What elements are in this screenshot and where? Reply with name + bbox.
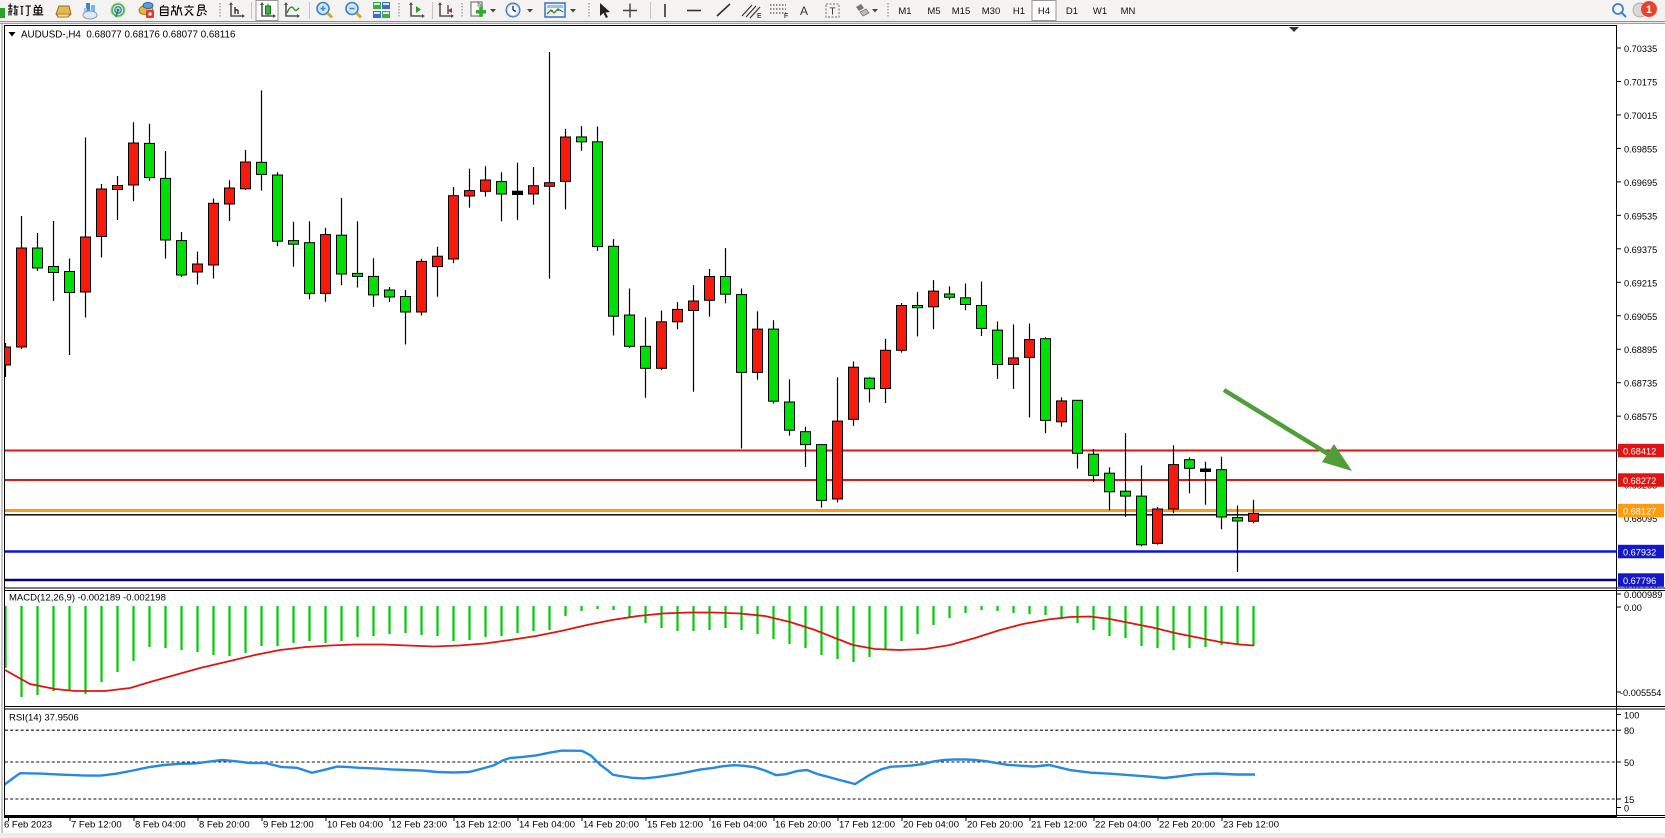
- svg-text:0.69695: 0.69695: [1624, 178, 1657, 188]
- svg-text:100: 100: [1624, 711, 1639, 721]
- svg-text:22 Feb 20:00: 22 Feb 20:00: [1159, 820, 1215, 831]
- svg-text:0.67796: 0.67796: [1623, 576, 1656, 586]
- svg-text:20 Feb 04:00: 20 Feb 04:00: [903, 820, 959, 831]
- svg-text:D1: D1: [1066, 6, 1078, 17]
- svg-text:M30: M30: [982, 6, 1000, 17]
- svg-text:1: 1: [1646, 4, 1652, 16]
- svg-text:22 Feb 04:00: 22 Feb 04:00: [1095, 820, 1151, 831]
- svg-text:0.67932: 0.67932: [1623, 548, 1656, 558]
- svg-text:0.00: 0.00: [1624, 603, 1642, 613]
- svg-text:0.68575: 0.68575: [1624, 412, 1657, 422]
- svg-text:6 Feb 2023: 6 Feb 2023: [4, 820, 52, 831]
- svg-text:13 Feb 12:00: 13 Feb 12:00: [455, 820, 511, 831]
- svg-text:H1: H1: [1013, 6, 1025, 17]
- svg-text:0.68412: 0.68412: [1623, 447, 1656, 457]
- svg-text:AUDUSD-,H4 0.68077 0.68176 0.: AUDUSD-,H4 0.68077 0.68176 0.68077 0.681…: [21, 30, 236, 41]
- svg-text:8 Feb 04:00: 8 Feb 04:00: [135, 820, 186, 831]
- svg-text:M5: M5: [927, 6, 940, 17]
- svg-text:MN: MN: [1121, 6, 1136, 17]
- svg-text:MACD(12,26,9) -0.002189 -0.002: MACD(12,26,9) -0.002189 -0.002198: [9, 593, 166, 604]
- svg-text:A: A: [800, 4, 808, 18]
- svg-text:0.69215: 0.69215: [1624, 278, 1657, 288]
- svg-text:F: F: [784, 13, 788, 20]
- svg-text:8 Feb 20:00: 8 Feb 20:00: [199, 820, 250, 831]
- svg-text:-0.005554: -0.005554: [1620, 688, 1661, 698]
- svg-text:10 Feb 04:00: 10 Feb 04:00: [327, 820, 383, 831]
- svg-text:16 Feb 20:00: 16 Feb 20:00: [775, 820, 831, 831]
- svg-text:0.69535: 0.69535: [1624, 211, 1657, 221]
- svg-text:0.69375: 0.69375: [1624, 245, 1657, 255]
- svg-text:0.70175: 0.70175: [1624, 77, 1657, 87]
- svg-text:0.68127: 0.68127: [1623, 507, 1656, 517]
- svg-text:0.69055: 0.69055: [1624, 312, 1657, 322]
- svg-text:H4: H4: [1038, 6, 1050, 17]
- svg-text:23 Feb 12:00: 23 Feb 12:00: [1223, 820, 1279, 831]
- svg-text:0.68272: 0.68272: [1623, 476, 1656, 486]
- svg-text:21 Feb 12:00: 21 Feb 12:00: [1031, 820, 1087, 831]
- svg-text:14 Feb 04:00: 14 Feb 04:00: [519, 820, 575, 831]
- svg-text:15 Feb 12:00: 15 Feb 12:00: [647, 820, 703, 831]
- svg-text:0.70335: 0.70335: [1624, 44, 1657, 54]
- svg-text:0.68095: 0.68095: [1624, 514, 1657, 524]
- svg-text:9 Feb 12:00: 9 Feb 12:00: [263, 820, 314, 831]
- svg-text:0.68895: 0.68895: [1624, 345, 1657, 355]
- svg-text:0.70015: 0.70015: [1624, 111, 1657, 121]
- svg-text:50: 50: [1624, 758, 1634, 768]
- svg-text:M1: M1: [898, 6, 911, 17]
- svg-text:RSI(14) 37.9506: RSI(14) 37.9506: [9, 713, 79, 724]
- svg-text:W1: W1: [1093, 6, 1107, 17]
- svg-text:14 Feb 20:00: 14 Feb 20:00: [583, 820, 639, 831]
- svg-text:20 Feb 20:00: 20 Feb 20:00: [967, 820, 1023, 831]
- svg-text:17 Feb 12:00: 17 Feb 12:00: [839, 820, 895, 831]
- svg-text:16 Feb 04:00: 16 Feb 04:00: [711, 820, 767, 831]
- svg-text:M15: M15: [952, 6, 970, 17]
- svg-text:0.000989: 0.000989: [1624, 590, 1662, 600]
- svg-text:0.69855: 0.69855: [1624, 144, 1657, 154]
- svg-text:E: E: [757, 13, 762, 20]
- svg-text:7 Feb 12:00: 7 Feb 12:00: [71, 820, 122, 831]
- svg-text:15: 15: [1624, 795, 1634, 805]
- svg-text:80: 80: [1624, 726, 1634, 736]
- svg-text:0.68735: 0.68735: [1624, 379, 1657, 389]
- svg-text:12 Feb 23:00: 12 Feb 23:00: [391, 820, 447, 831]
- svg-text:T: T: [830, 7, 836, 18]
- svg-text:0: 0: [1624, 804, 1629, 814]
